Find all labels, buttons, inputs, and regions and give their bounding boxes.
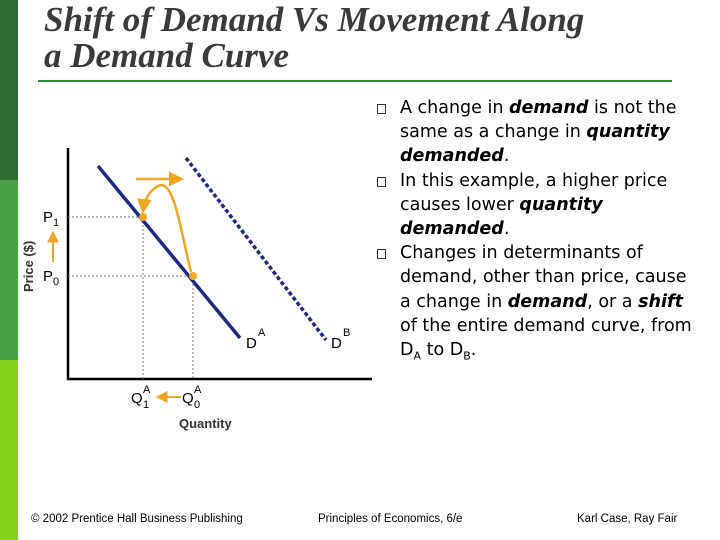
title-divider (38, 80, 672, 82)
emphasis-text: quantity demanded (400, 122, 670, 167)
x-axis-label: Quantity (179, 416, 232, 431)
p1-label: P1 (43, 209, 59, 229)
point-p1-q1 (139, 213, 147, 221)
subscript-text: A (413, 349, 422, 363)
text-run: to D (421, 340, 464, 361)
bullet-text: A change in demand is not the same as a … (400, 98, 677, 166)
demand-curve-b (184, 156, 328, 342)
bullet-item: A change in demand is not the same as a … (375, 96, 695, 169)
curve-a-label: D (246, 335, 257, 352)
curve-a-superscript: A (258, 327, 266, 339)
sidebar-stripe-mid (0, 180, 18, 360)
text-run: , or a (587, 291, 639, 312)
text-run: . (470, 340, 477, 361)
bullet-item: Changes in determinants of demand, other… (375, 241, 695, 369)
square-bullet-icon (377, 249, 386, 260)
q1-label: Q (131, 390, 143, 407)
footer-authors: Karl Case, Ray Fair (577, 513, 678, 525)
emphasis-text: demand (509, 98, 589, 118)
sidebar-stripe-light (0, 360, 18, 540)
emphasis-text: demand (507, 291, 588, 312)
footer-copyright: © 2002 Prentice Hall Business Publishing (31, 513, 243, 525)
y-axis-label: Price ($) (21, 241, 36, 292)
q0-label: Q (182, 390, 194, 407)
bullet-item: In this example, a higher price causes l… (375, 169, 695, 242)
sidebar-stripe-dark (0, 0, 18, 180)
curve-b-label: D (331, 335, 342, 352)
bullet-text: In this example, a higher price causes l… (400, 171, 667, 239)
text-run: is not the same as a change in (400, 98, 677, 143)
text-run: . (503, 219, 510, 240)
bullet-text: Changes in determinants of demand, other… (400, 243, 692, 363)
text-run: Changes in determinants of demand, other… (400, 243, 687, 312)
demand-curve-a (96, 164, 242, 340)
footer-book-title: Principles of Economics, 6/e (318, 513, 463, 525)
square-bullet-icon (377, 104, 386, 114)
curve-b-superscript: B (343, 327, 350, 339)
subscript-text: B (463, 349, 471, 363)
emphasis-text: quantity demanded (400, 194, 603, 240)
movement-arrow (136, 183, 193, 273)
emphasis-text: shift (638, 291, 683, 312)
text-run: In this example, a higher price causes l… (400, 170, 668, 215)
bullet-list: A change in demand is not the same as a … (375, 96, 695, 369)
text-run: . (503, 146, 510, 167)
q0-superscript: A (194, 384, 202, 396)
p0-label: P0 (43, 268, 59, 288)
square-bullet-icon (377, 176, 386, 187)
title-line-2: a Demand Curve (44, 36, 289, 75)
q1-subscript: 1 (143, 399, 149, 411)
q0-subscript: 0 (194, 399, 200, 411)
text-run: of the entire demand curve, from D (400, 315, 692, 361)
page-title: Shift of Demand Vs Movement Along a Dema… (44, 2, 584, 74)
text-run: A change in (400, 98, 510, 118)
title-line-1: Shift of Demand Vs Movement Along (44, 0, 585, 39)
q1-superscript: A (143, 384, 151, 396)
point-p0-q0 (189, 272, 197, 280)
